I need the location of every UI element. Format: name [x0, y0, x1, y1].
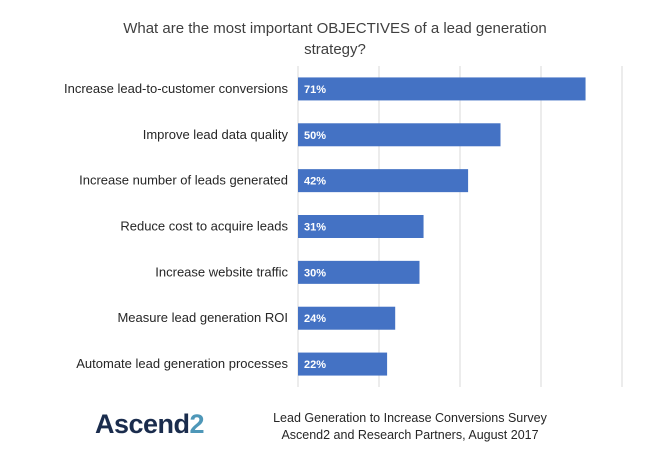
bar: [298, 215, 424, 238]
source-note: Lead Generation to Increase Conversions …: [260, 410, 560, 444]
category-labels: Increase lead-to-customer conversions Imp…: [64, 81, 288, 371]
bar: [298, 169, 469, 193]
value-label: 30%: [304, 267, 326, 279]
category-label: Reduce cost to acquire leads: [120, 219, 288, 234]
source-line-2: Ascend2 and Research Partners, August 20…: [281, 428, 539, 442]
value-label: 22%: [304, 359, 326, 371]
value-label: 42%: [304, 176, 326, 188]
value-label: 24%: [304, 313, 326, 325]
bar: [298, 352, 388, 376]
bar: [298, 77, 586, 101]
bars: 71% 50% 42% 31% 30% 24% 22%: [298, 77, 586, 376]
bar: [298, 123, 501, 147]
category-label: Increase number of leads generated: [79, 173, 288, 188]
bar: [298, 306, 396, 330]
value-label: 31%: [304, 222, 326, 234]
category-label: Measure lead generation ROI: [117, 310, 288, 325]
value-label: 50%: [304, 130, 326, 142]
category-label: Improve lead data quality: [143, 127, 289, 142]
source-line-1: Lead Generation to Increase Conversions …: [273, 411, 547, 425]
category-label: Increase lead-to-customer conversions: [64, 81, 288, 96]
chart-title: What are the most important OBJECTIVES o…: [123, 20, 547, 58]
bar-chart: 71% 50% 42% 31% 30% 24% 22% Increase lead-to-c…: [64, 66, 623, 387]
ascend2-logo: Ascend2: [95, 409, 205, 439]
category-label: Increase website traffic: [155, 264, 288, 279]
category-label: Automate lead generation processes: [76, 356, 288, 371]
value-label: 71%: [304, 84, 326, 96]
bar: [298, 260, 420, 284]
